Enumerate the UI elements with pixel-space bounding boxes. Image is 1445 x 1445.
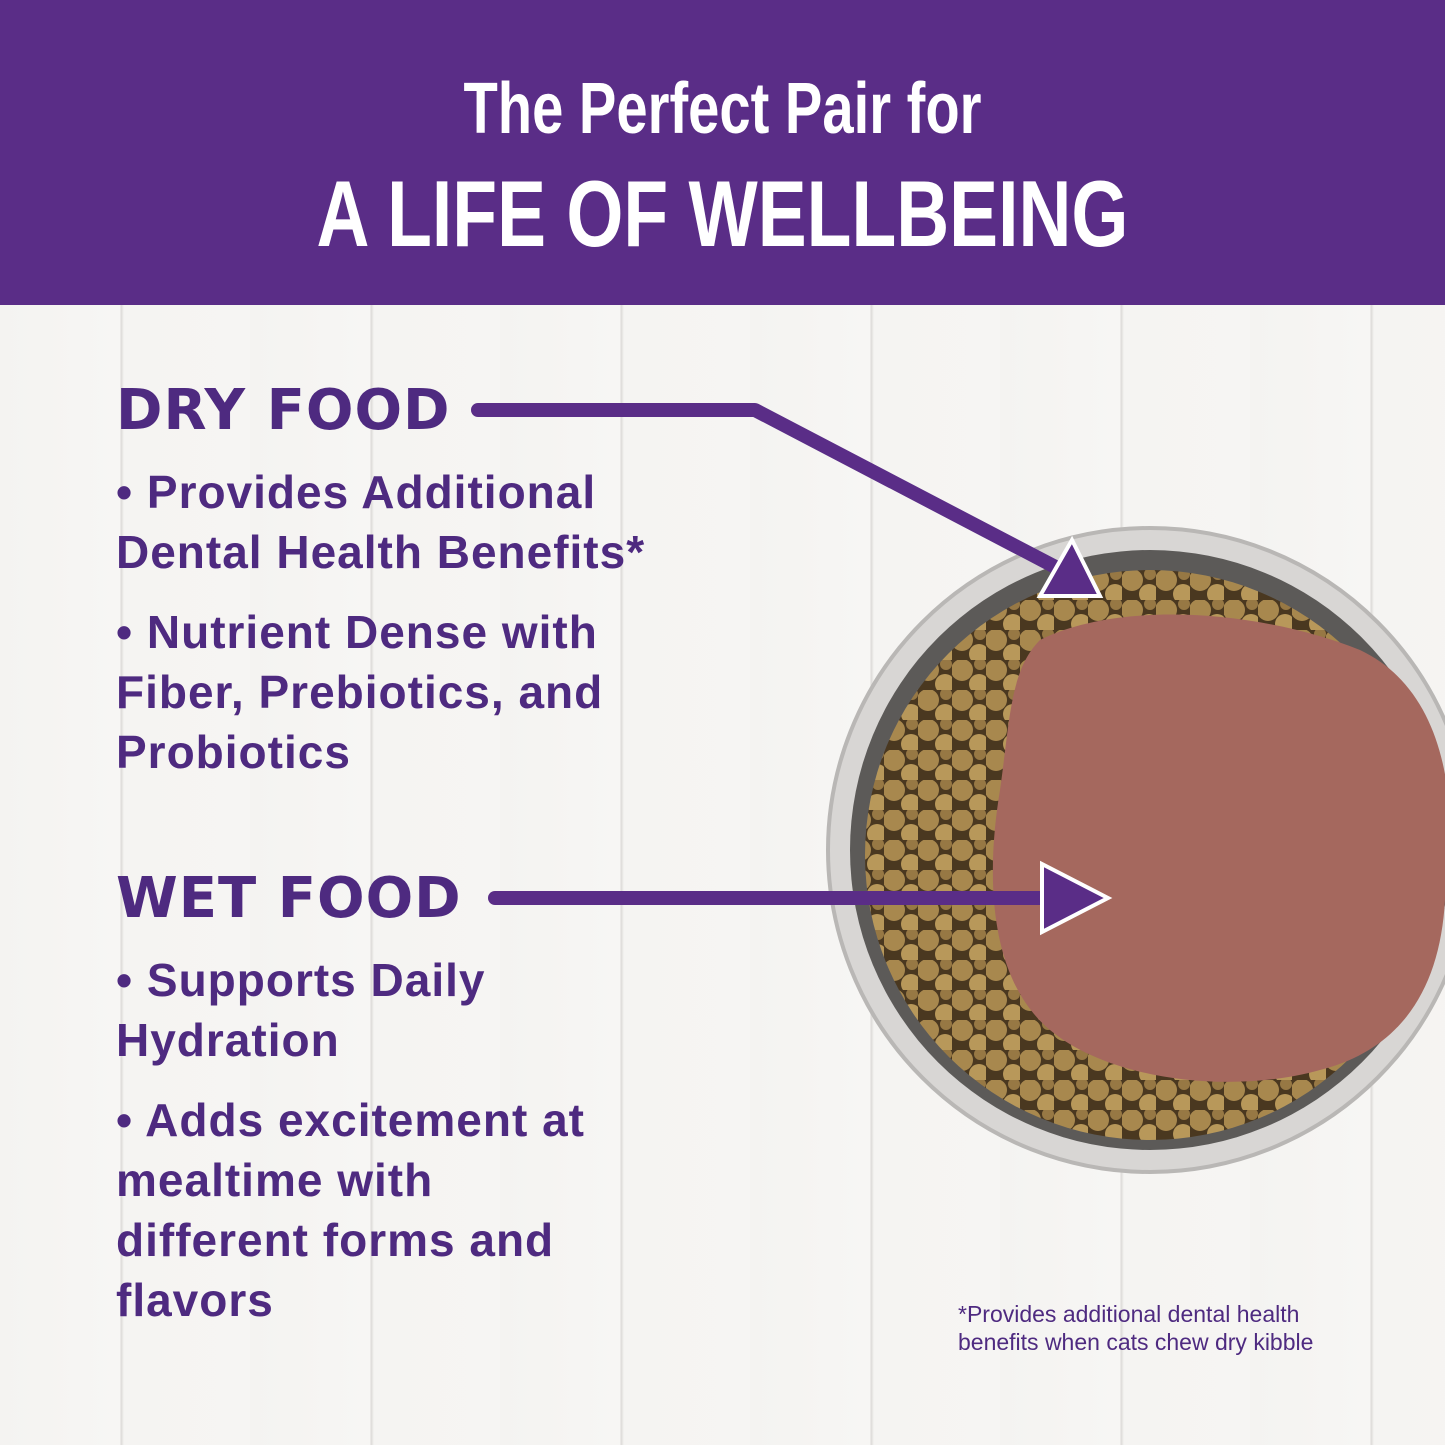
dry-bullet-1: • Provides Additional Dental Health Bene… — [116, 466, 646, 578]
wet-bullet-1: • Supports Daily Hydration — [116, 954, 486, 1066]
wet-bullet-2: • Adds excitement at mealtime with diffe… — [116, 1094, 585, 1326]
footnote-line2: benefits when cats chew dry kibble — [958, 1329, 1314, 1355]
wet-food-title: WET FOOD — [116, 866, 462, 931]
dry-arrow-head — [1036, 535, 1104, 598]
wet-food-pate — [992, 614, 1445, 1082]
headline-line2: A LIFE OF WELLBEING — [316, 161, 1129, 266]
dry-bullet-2: • Nutrient Dense with Fiber, Prebiotics,… — [116, 606, 604, 778]
dry-food-title: DRY FOOD — [116, 378, 451, 443]
header-banner: The Perfect Pair for A LIFE OF WELLBEING — [0, 0, 1445, 305]
footnote: *Provides additional dental health benef… — [958, 1300, 1313, 1356]
wet-arrow-head — [1040, 860, 1113, 936]
dry-food-arrow — [471, 403, 1072, 579]
footnote-line1: *Provides additional dental health — [958, 1301, 1300, 1327]
headline-line1: The Perfect Pair for — [463, 69, 982, 149]
